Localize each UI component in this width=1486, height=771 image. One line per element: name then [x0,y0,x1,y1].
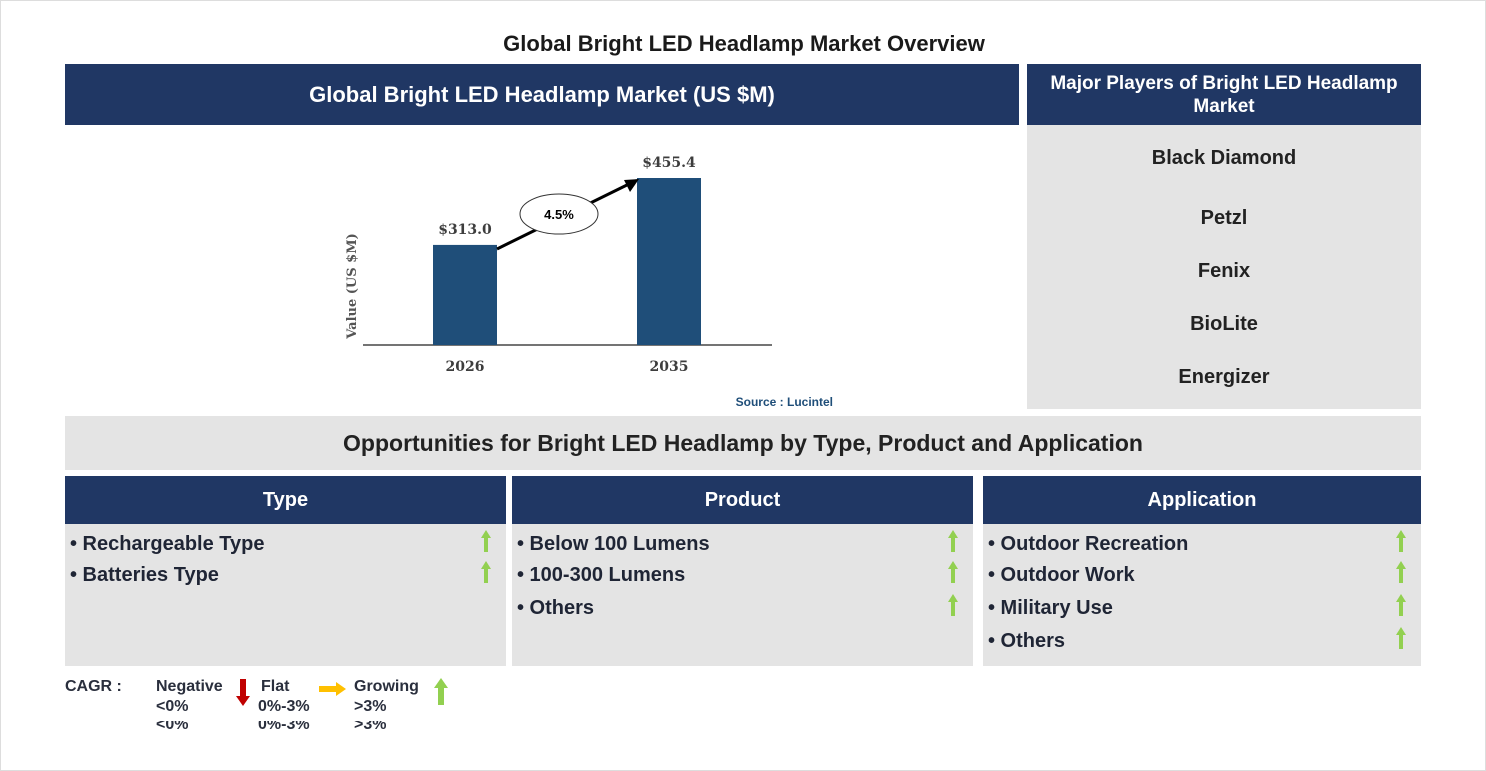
legend-growing: Growing >3% [354,677,419,717]
growing-arrow-icon [1396,561,1406,583]
growing-arrow-icon [481,530,491,552]
list-item: • Outdoor Work [988,564,1135,586]
arrow-head-icon [624,179,639,192]
legend-negative-range-ghost: <0% [156,721,188,735]
ghost-text: 0%-3% [258,721,310,733]
column-body: • Outdoor Recreation • Outdoor Work • Mili… [983,524,1421,666]
list-item: • Military Use [988,597,1113,619]
bar-2035 [637,178,701,345]
cagr-label: 4.5% [544,207,574,222]
column-header-product: Product [512,476,973,524]
list-item: • Others [988,630,1066,652]
players-header: Major Players of Bright LED Headlamp Mar… [1027,64,1421,125]
column-body: • Rechargeable Type • Batteries Type [65,524,506,666]
growing-arrow-icon [948,561,958,583]
y-axis-label: Value (US $M) [345,233,360,340]
down-arrow-icon [236,679,250,706]
legend-flat-range: 0%-3% [258,698,310,715]
player-item: Energizer [1178,366,1270,388]
growing-arrow-icon [481,561,491,583]
growing-arrow-icon [948,594,958,616]
list-item: • Batteries Type [70,564,219,586]
growing-arrow-icon [1396,594,1406,616]
data-label: $455.4 [642,155,696,171]
player-item: BioLite [1190,313,1258,335]
bar-2026 [433,244,497,345]
right-arrow-icon [319,682,346,696]
x-tick-label: 2026 [446,359,485,375]
legend-flat: Flat 0%-3% [258,677,310,717]
growing-arrow-icon [1396,530,1406,552]
list-item: • Others [517,597,595,619]
cagr-ellipse [519,193,599,235]
legend-flat-range-ghost: 0%-3% [258,721,310,735]
list-item: • 100-300 Lumens [517,564,686,586]
source-label: Source : Lucintel [736,395,833,409]
legend-negative-label: Negative [156,678,223,695]
player-item: Fenix [1197,260,1251,282]
list-item: • Outdoor Recreation [988,533,1189,555]
x-tick-label: 2035 [650,359,689,375]
player-item: Petzl [1200,207,1248,229]
player-item: Black Diamond [1151,147,1297,169]
legend-negative: Negative <0% [156,677,223,717]
chart-header: Global Bright LED Headlamp Market (US $M… [65,64,1019,125]
ghost-text: >3% [354,721,387,733]
legend-growing-range: >3% [354,698,387,715]
legend-growing-label: Growing [354,678,419,695]
column-header-type: Type [65,476,506,524]
data-label: $313.0 [438,222,492,238]
legend-negative-range: <0% [156,698,189,715]
players-list: Black Diamond Petzl Fenix BioLite Energi… [1027,125,1421,409]
list-item: • Below 100 Lumens [517,533,710,555]
column-body: • Below 100 Lumens • 100-300 Lumens • Othe… [512,524,973,666]
page-title: Global Bright LED Headlamp Market Overvi… [503,31,985,56]
legend-flat-label: Flat [261,678,290,695]
growing-arrow-icon [1396,627,1406,649]
legend-label: CAGR : [65,678,122,695]
ghost-text: <0% [156,721,189,733]
legend-growing-range-ghost: >3% [354,721,386,735]
opportunities-title: Opportunities for Bright LED Headlamp by… [65,416,1421,470]
growing-arrow-icon [948,530,958,552]
list-item: • Rechargeable Type [70,533,265,555]
column-header-application: Application [983,476,1421,524]
up-arrow-icon [434,678,448,705]
